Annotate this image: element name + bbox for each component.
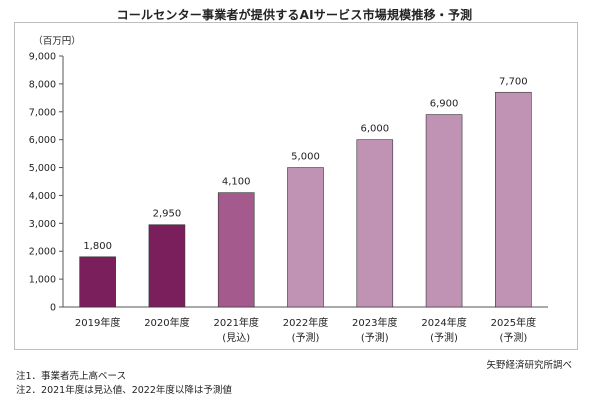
bar [425, 114, 463, 308]
bar [79, 256, 116, 308]
source-credit: 矢野経済研究所調べ [486, 360, 572, 371]
bar [495, 91, 532, 308]
x-tick-sublabel: (予測) [292, 331, 320, 344]
data-label: 5,000 [291, 152, 320, 163]
x-tick-label: 2024年度 [421, 316, 466, 329]
bar [217, 192, 255, 308]
x-tick-sublabel: (予測) [361, 331, 389, 344]
x-tick-label: 2023年度 [352, 316, 397, 329]
bar [287, 167, 324, 308]
footnotes: 注1．事業者売上高ベース 注2．2021年度は見込値、2022年度以降は予測値 [16, 370, 232, 398]
y-tick-label: 3,000 [29, 219, 56, 230]
y-tick-label: 4,000 [29, 191, 56, 202]
x-tick-label: 2025年度 [491, 316, 536, 329]
x-tick-label: 2021年度 [213, 316, 258, 329]
bar [148, 224, 186, 308]
data-label: 2,950 [153, 209, 182, 220]
bar [356, 139, 394, 308]
y-tick-label: 7,000 [29, 107, 56, 118]
x-tick-label: 2019年度 [75, 316, 120, 329]
x-tick-sublabel: (予測) [430, 331, 458, 344]
y-tick-label: 1,000 [29, 275, 56, 286]
data-label: 6,900 [430, 99, 459, 110]
footnote-1: 注1．事業者売上高ベース [16, 371, 127, 382]
x-tick-sublabel: (見込) [222, 332, 250, 344]
y-tick-label: 2,000 [29, 247, 56, 258]
x-tick-label: 2022年度 [283, 316, 328, 329]
chart-frame [14, 22, 578, 350]
x-tick-sublabel: (予測) [499, 331, 527, 344]
y-tick-label: 0 [50, 303, 56, 314]
x-tick-label: 2020年度 [144, 316, 189, 329]
data-label: 4,100 [222, 177, 251, 188]
y-tick-label: 6,000 [29, 135, 56, 146]
data-label: 1,800 [83, 241, 112, 252]
y-tick-label: 5,000 [29, 163, 56, 174]
data-label: 6,000 [360, 124, 389, 135]
footnote-2: 注2．2021年度は見込値、2022年度以降は予測値 [16, 385, 232, 396]
y-tick-label: 8,000 [29, 79, 56, 90]
data-label: 7,700 [499, 76, 528, 87]
y-unit-label: （百万円） [33, 35, 81, 47]
chart-title: コールセンター事業者が提供するAIサービス市場規模推移・予測 [116, 8, 473, 22]
y-tick-label: 9,000 [29, 52, 56, 63]
